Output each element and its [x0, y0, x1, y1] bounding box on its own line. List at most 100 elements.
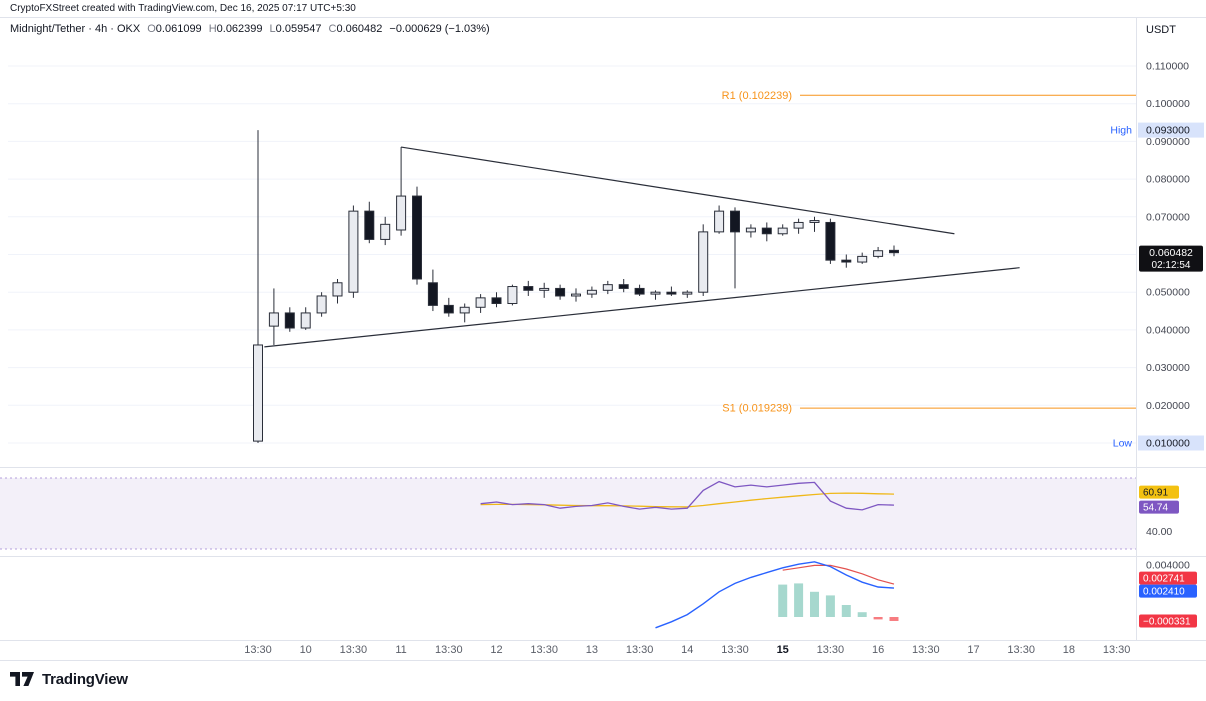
- time-tick-label: 13:30: [721, 644, 749, 656]
- rsi-value: 54.74: [1143, 503, 1168, 514]
- tradingview-brand-text: TradingView: [42, 671, 128, 688]
- candle-body: [332, 282, 343, 297]
- candle-body: [857, 255, 868, 263]
- candle-body: [555, 287, 566, 297]
- candle-body: [507, 286, 518, 305]
- time-tick-label: 17: [967, 644, 979, 656]
- price-tick-label: 0.110000: [1146, 61, 1189, 73]
- time-axis-scale[interactable]: [0, 641, 1136, 660]
- high-price-value: 0.093000: [1146, 125, 1190, 137]
- footer: TradingView: [0, 661, 1206, 701]
- time-tick-label: 10: [300, 644, 312, 656]
- time-tick-label: 13: [586, 644, 598, 656]
- candle-body: [666, 291, 677, 295]
- candle-body: [809, 220, 820, 223]
- candle-body: [412, 195, 422, 280]
- macd-histogram-bar: [841, 605, 851, 617]
- macd-value-badge: [1139, 614, 1197, 628]
- candle-body: [427, 282, 438, 306]
- low-price-value: 0.010000: [1146, 438, 1190, 450]
- candle-body: [889, 249, 899, 254]
- candle-body: [825, 221, 836, 261]
- candle-body: [459, 306, 470, 314]
- symbol-title[interactable]: Midnight/Tether · 4h · OKX: [10, 23, 141, 35]
- candle-body: [523, 286, 534, 291]
- time-tick-label: 11: [395, 644, 406, 656]
- candle-body: [793, 221, 804, 229]
- high-label: H: [208, 23, 217, 35]
- low-price-chip: [1138, 435, 1204, 451]
- symbol-header[interactable]: Midnight/Tether · 4h · OKX O0.061099 H0.06…: [10, 23, 490, 35]
- candle-body: [745, 227, 756, 233]
- rsi-value-badge: [1139, 485, 1179, 499]
- candle-body: [348, 210, 359, 293]
- candle-body: [491, 297, 502, 305]
- series-rsi: [480, 480, 895, 511]
- macd-histogram-bar: [857, 612, 867, 617]
- last-price-value: 0.060482: [1149, 247, 1193, 259]
- time-tick-label: 13:30: [435, 644, 463, 656]
- macd-value: −0.000331: [1143, 616, 1191, 627]
- quote-currency-label: USDT: [1146, 24, 1176, 36]
- price-tick-label: 0.080000: [1146, 174, 1190, 186]
- time-tick-label: 12: [490, 644, 502, 656]
- main-chart-pane[interactable]: [0, 18, 1136, 467]
- candle-body: [586, 289, 597, 295]
- candle-body: [730, 210, 740, 233]
- macd-histogram-bar: [778, 584, 788, 617]
- candle-body: [443, 304, 454, 314]
- open-value: 0.061099: [155, 23, 202, 35]
- low-marker-label: Low: [1113, 438, 1133, 450]
- close-label: C: [328, 23, 337, 35]
- candle-body: [396, 195, 407, 231]
- candle-body: [777, 227, 788, 235]
- open-label: O: [147, 23, 156, 35]
- macd-value: 0.002410: [1143, 587, 1185, 598]
- time-tick-label: 13:30: [912, 644, 940, 656]
- ascending-trendline[interactable]: [264, 267, 1020, 348]
- candle-body: [682, 291, 693, 295]
- candle-body: [364, 210, 375, 240]
- macd-value: 0.002741: [1143, 574, 1185, 585]
- macd-histogram-bar: [794, 583, 804, 617]
- candle-body: [761, 227, 772, 235]
- high-price-chip: [1138, 122, 1204, 138]
- candle-body: [873, 250, 884, 257]
- close-value: 0.060482: [336, 23, 383, 35]
- macd-histogram-bar: [810, 591, 819, 617]
- candle-body: [284, 312, 295, 329]
- price-tick-label: 0.030000: [1146, 362, 1190, 374]
- candle-body: [698, 231, 709, 293]
- candle-body: [714, 210, 725, 233]
- bar-close-countdown: 02:12:54: [1152, 260, 1191, 271]
- descending-trendline[interactable]: [401, 146, 955, 235]
- high-value: 0.062399: [216, 23, 263, 35]
- candle-body: [841, 259, 852, 263]
- time-tick-label: 16: [872, 644, 884, 656]
- pivot-label-s1: S1 (0.019239): [722, 403, 792, 415]
- rsi-band: [0, 478, 1136, 549]
- price-tick-label: 0.090000: [1146, 136, 1190, 148]
- tradingview-logo-icon: [10, 672, 34, 686]
- time-tick-label: 18: [1063, 644, 1075, 656]
- price-tick-label: 0.070000: [1146, 211, 1190, 223]
- tradingview-logo[interactable]: TradingView: [10, 671, 128, 688]
- time-tick-label: 13:30: [244, 644, 272, 656]
- high-marker-label: High: [1110, 125, 1132, 137]
- price-tick-label: 0.040000: [1146, 324, 1190, 336]
- price-tick-label: 0.020000: [1146, 400, 1190, 412]
- candle-body: [475, 297, 486, 308]
- time-tick-label: 13:30: [1103, 644, 1131, 656]
- macd-histogram-bar: [889, 617, 899, 621]
- pivot-label-r1: R1 (0.102239): [722, 90, 792, 102]
- signal-line: [782, 564, 895, 585]
- time-tick-label: 13:30: [817, 644, 845, 656]
- candle-body: [300, 312, 311, 329]
- macd-histogram-bar: [873, 617, 883, 620]
- rsi-value: 60.91: [1143, 488, 1168, 499]
- macd-value-badge: [1139, 584, 1197, 598]
- time-tick-label: 13:30: [340, 644, 368, 656]
- price-tick-label: 0.050000: [1146, 287, 1190, 299]
- macd-pane[interactable]: [0, 557, 1136, 640]
